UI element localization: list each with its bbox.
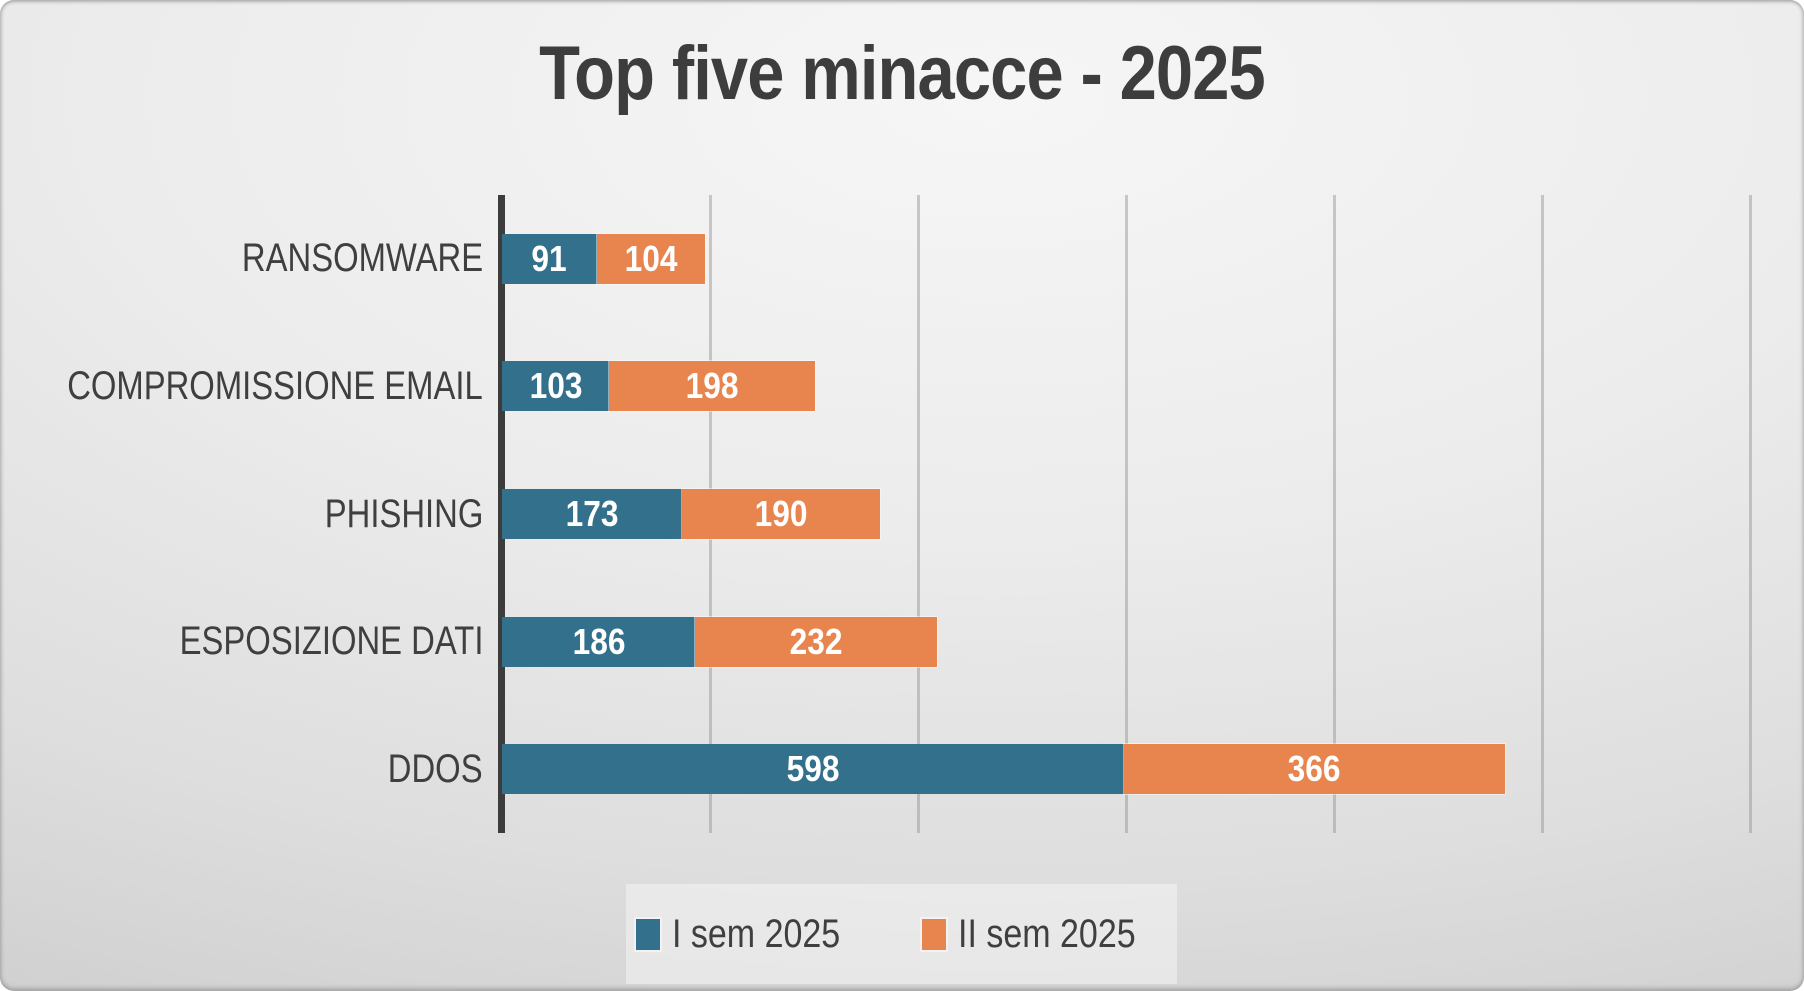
- gridline: [917, 195, 920, 833]
- gridline: [1333, 195, 1336, 833]
- bar-segment-sem1: 103: [502, 361, 610, 412]
- bar-value-label: 91: [531, 237, 567, 279]
- category-label-text: PHISHING: [324, 491, 483, 536]
- bar-segment-sem2: 190: [681, 489, 880, 539]
- bar-value-label: 103: [529, 365, 582, 407]
- gridline: [1541, 195, 1544, 833]
- chart-legend: I sem 2025 II sem 2025: [626, 884, 1177, 984]
- bar-value-label: 190: [754, 493, 808, 534]
- bar-value-label: 186: [572, 620, 626, 662]
- category-label: PHISHING: [0, 489, 502, 539]
- chart-title: Top five minacce - 2025: [539, 31, 1266, 116]
- bar-value-label: 366: [1287, 748, 1341, 790]
- bar-segment-sem1: 598: [502, 744, 1124, 795]
- y-axis-line: [498, 195, 505, 833]
- gridline: [1749, 195, 1752, 833]
- category-label: ESPOSIZIONE DATI: [0, 617, 502, 667]
- category-label: RANSOMWARE: [0, 234, 502, 284]
- bar-value-label: 198: [685, 365, 739, 407]
- bar-segment-sem1: 91: [502, 233, 597, 284]
- category-label: COMPROMISSIONE EMAIL: [0, 361, 502, 411]
- legend-label: II sem 2025: [957, 911, 1136, 956]
- category-label: DDOS: [0, 744, 502, 794]
- bar-segment-sem1: 186: [502, 616, 696, 667]
- bar-segment-sem2: 232: [695, 616, 937, 667]
- bar-value-label: 598: [786, 748, 840, 790]
- bar-value-label: 104: [624, 237, 678, 279]
- legend-item: I sem 2025: [636, 912, 870, 957]
- bar-value-label: 232: [789, 620, 843, 662]
- category-label-text: RANSOMWARE: [241, 236, 483, 281]
- bar-value-label: 173: [565, 493, 619, 534]
- bar-segment-sem2: 198: [609, 361, 816, 412]
- bar-segment-sem2: 104: [596, 233, 705, 284]
- legend-item: II sem 2025: [921, 911, 1167, 957]
- bar-segment-sem2: 366: [1123, 744, 1505, 795]
- bar-segment-sem1: 173: [502, 489, 682, 539]
- legend-label: I sem 2025: [672, 911, 841, 956]
- gridline: [1125, 195, 1128, 833]
- category-label-text: DDOS: [388, 746, 483, 791]
- legend-swatch: [636, 918, 661, 950]
- category-label-text: COMPROMISSIONE EMAIL: [67, 363, 483, 408]
- category-label-text: ESPOSIZIONE DATI: [179, 619, 483, 664]
- legend-swatch: [921, 918, 946, 950]
